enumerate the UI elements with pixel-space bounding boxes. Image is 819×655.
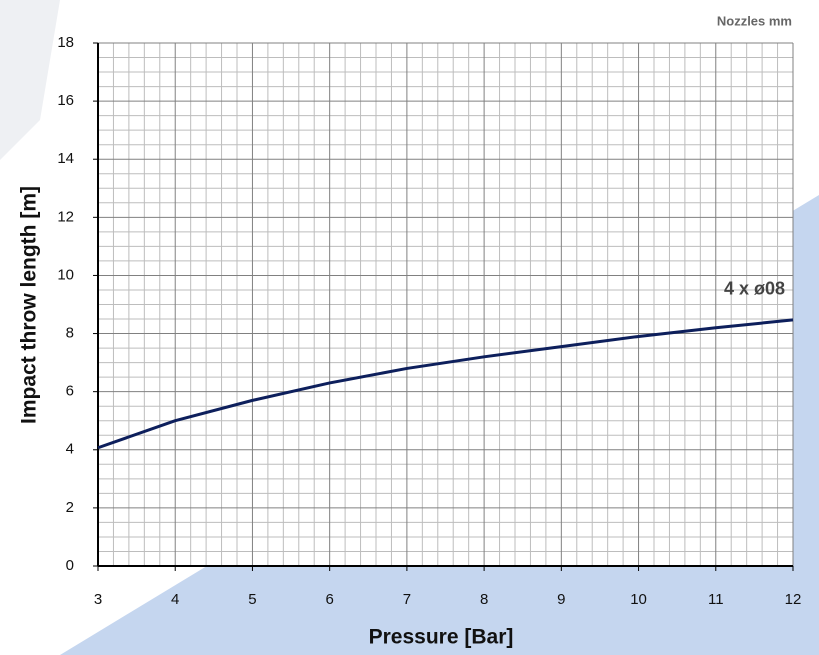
- x-axis-title: Pressure [Bar]: [369, 626, 514, 649]
- y-axis-title: Impact throw length [m]: [18, 186, 41, 424]
- x-tick-label: 4: [171, 591, 179, 608]
- x-tick-label: 6: [325, 591, 333, 608]
- x-tick-label: 12: [785, 591, 802, 608]
- y-tick-label: 10: [57, 266, 74, 283]
- y-tick-label: 16: [57, 92, 74, 109]
- y-tick-label: 6: [66, 383, 74, 400]
- y-tick-label: 8: [66, 325, 74, 342]
- y-tick-label: 18: [57, 34, 74, 51]
- y-tick-label: 14: [57, 150, 74, 167]
- x-tick-label: 11: [708, 591, 724, 608]
- series-label: 4 x ø08: [724, 279, 785, 299]
- x-tick-label: 8: [480, 591, 488, 608]
- y-tick-label: 12: [57, 208, 74, 225]
- x-tick-label: 10: [630, 591, 647, 608]
- annotation: Nozzles mm: [717, 13, 792, 28]
- x-tick-label: 7: [403, 591, 411, 608]
- x-tick-label: 9: [557, 591, 565, 608]
- x-tick-label: 5: [248, 591, 256, 608]
- background-shape: [0, 0, 60, 160]
- chart: Nozzles mm Pressure [Bar] Impact throw l…: [0, 0, 819, 655]
- y-tick-label: 4: [66, 441, 74, 458]
- y-tick-label: 0: [66, 557, 74, 574]
- y-tick-label: 2: [66, 499, 74, 516]
- x-tick-label: 3: [94, 591, 102, 608]
